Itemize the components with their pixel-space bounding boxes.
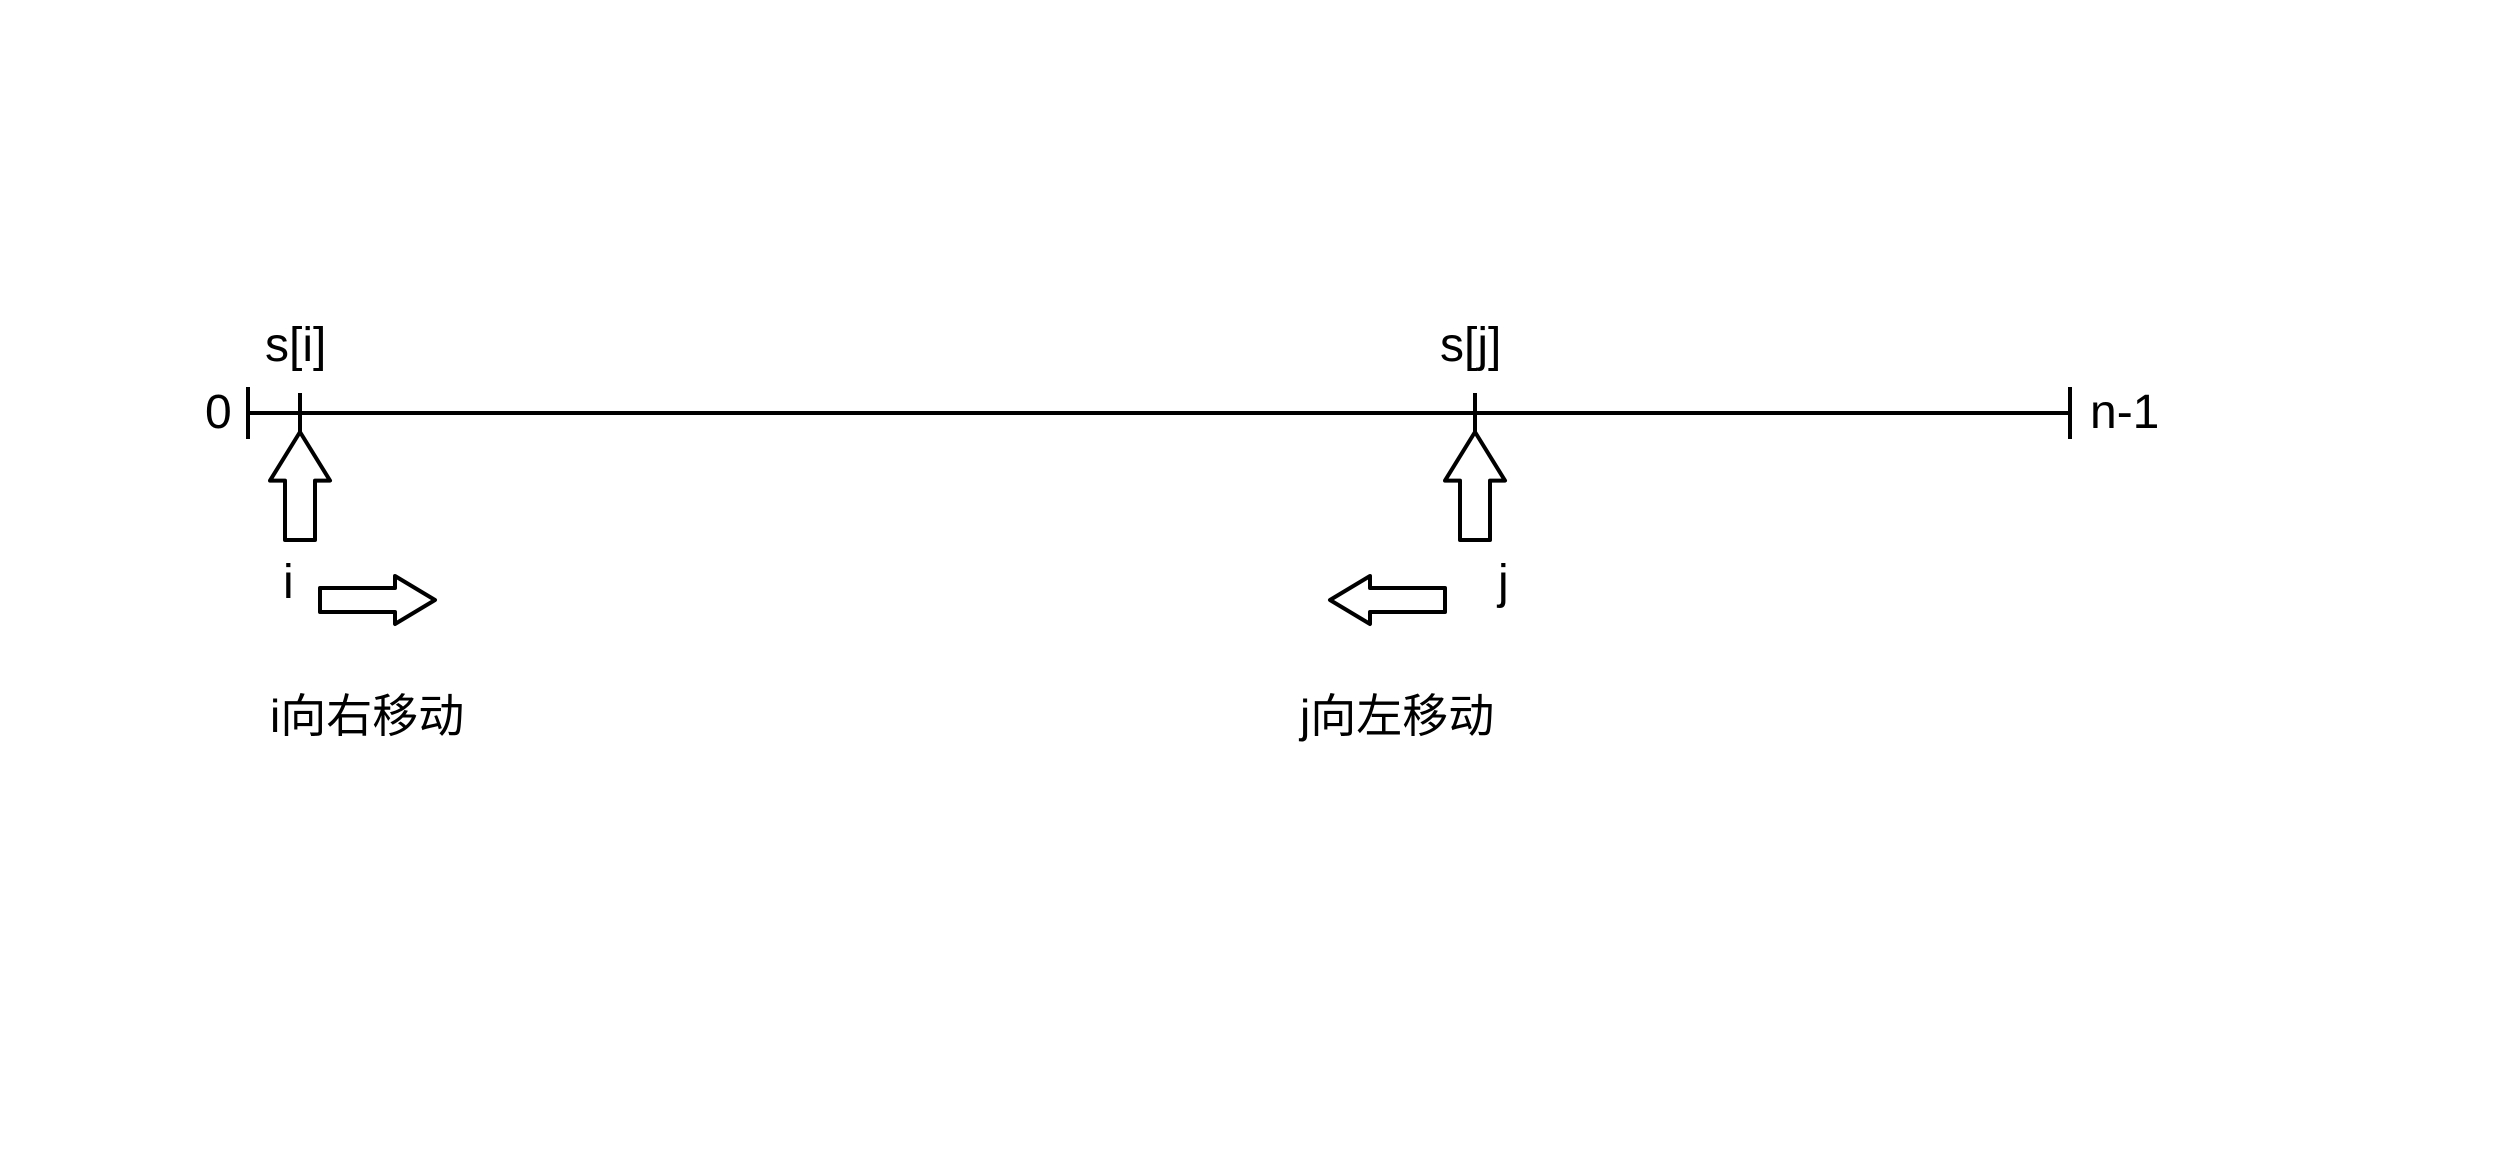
pointer-j-desc: j向左移动 xyxy=(1300,680,1494,746)
diagram-svg xyxy=(0,0,2493,1161)
j-direction-arrow xyxy=(1330,576,1445,624)
pointer-j-up-arrow xyxy=(1445,432,1505,540)
i-direction-arrow xyxy=(320,576,435,624)
axis-left-label: 0 xyxy=(205,385,232,440)
pointer-j-top-label: s[j] xyxy=(1440,318,1501,373)
pointer-i-desc: i向右移动 xyxy=(270,680,464,746)
pointer-j-bottom-label: j xyxy=(1498,555,1509,610)
diagram-canvas: 0 n-1 s[i] s[j] i j i向右移动 j向左移动 xyxy=(0,0,2493,1161)
pointer-i-bottom-label: i xyxy=(283,555,294,610)
pointer-i-up-arrow xyxy=(270,432,330,540)
pointer-i-top-label: s[i] xyxy=(265,318,326,373)
axis-right-label: n-1 xyxy=(2090,385,2159,440)
